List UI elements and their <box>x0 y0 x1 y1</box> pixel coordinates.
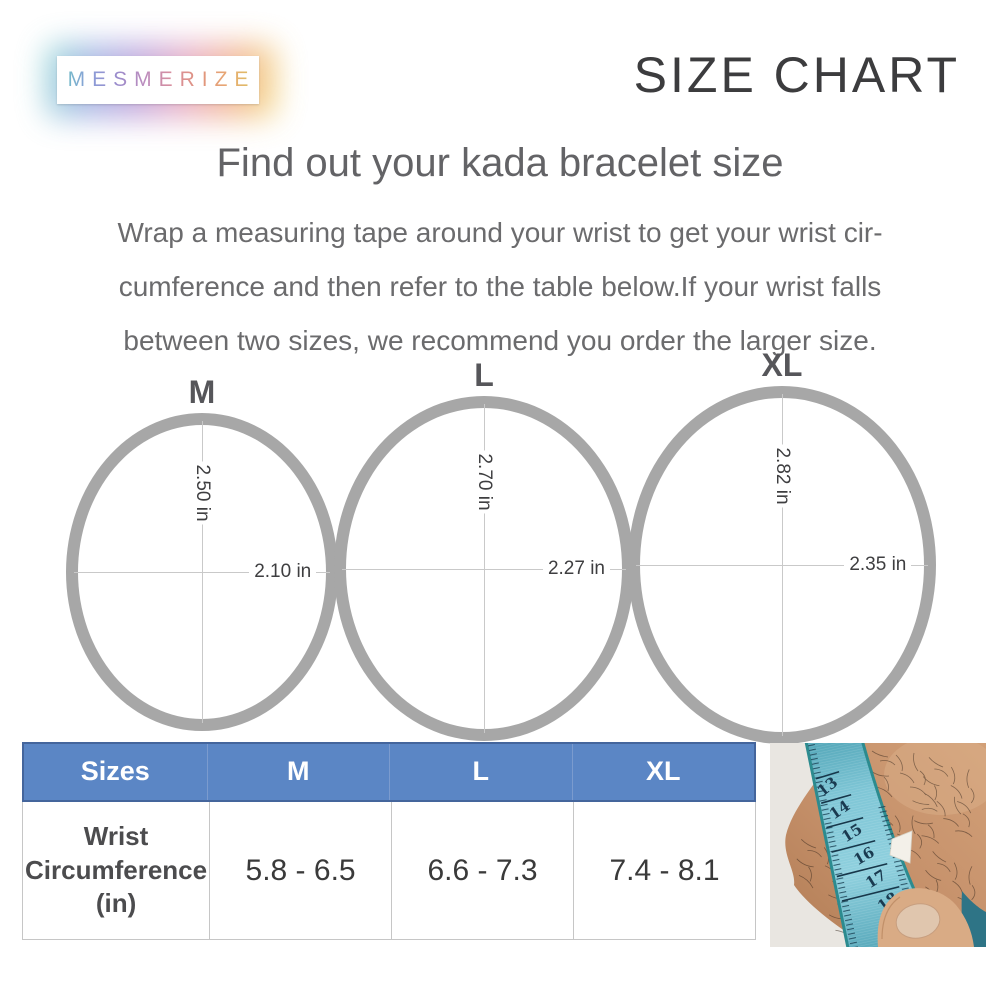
crosshair-horizontal <box>342 568 626 570</box>
value-cell-l: 6.6 - 7.3 <box>391 802 573 939</box>
value-cell-m: 5.8 - 6.5 <box>209 802 391 939</box>
ring-diagram-xl: XL 2.82 in 2.35 in <box>628 347 936 744</box>
wrist-photo-svg: 13 14 15 16 17 18 <box>770 721 1000 957</box>
tape-edge-left <box>803 736 852 957</box>
tape-tag <box>889 830 913 864</box>
intro-paragraph: Wrap a measuring tape around your wrist … <box>0 206 1000 368</box>
ring-size-label: L <box>474 357 494 393</box>
header-cell-xl: XL <box>571 744 755 800</box>
row-label: Wrist Circumference (in) <box>25 820 208 919</box>
horizontal-measure-label: 2.10 in <box>249 561 317 583</box>
row-label-cell: Wrist Circumference (in) <box>23 802 209 939</box>
crosshair-horizontal <box>74 572 330 573</box>
brand-logo: MESMERIZE <box>36 34 282 126</box>
wrist-photo: 13 14 15 16 17 18 <box>770 721 1000 957</box>
ring-diagram-m: M 2.50 in 2.10 in <box>66 374 338 731</box>
page-title: SIZE CHART <box>633 47 960 103</box>
hand-highlight <box>884 735 1000 815</box>
horizontal-measure-label: 2.27 in <box>542 557 610 580</box>
vertical-measure-label: 2.70 in <box>472 450 496 514</box>
intro-line: cumference and then refer to the table b… <box>118 271 882 302</box>
ring-size-label: M <box>188 374 216 410</box>
brand-name: MESMERIZE <box>61 68 256 92</box>
intro-line: Wrap a measuring tape around your wrist … <box>117 217 883 248</box>
tape-tick-marks-left <box>806 739 859 953</box>
crosshair-horizontal <box>636 565 928 566</box>
vertical-measure-label: 2.50 in <box>190 460 214 525</box>
ring-diagram-l: L 2.70 in 2.27 in <box>334 357 634 741</box>
intro-heading: Find out your kada bracelet size <box>216 141 784 185</box>
header-cell-m: M <box>206 744 390 800</box>
thumb-crease <box>881 896 901 940</box>
table-body-row: Wrist Circumference (in) 5.8 - 6.5 6.6 -… <box>22 802 756 940</box>
thumb-nail <box>895 903 941 939</box>
header-cell-l: L <box>389 744 572 800</box>
tape-cm-lines <box>815 771 900 902</box>
table-header-row: Sizes M L XL <box>22 742 756 802</box>
value-cell-xl: 7.4 - 8.1 <box>573 802 755 939</box>
horizontal-measure-label: 2.35 in <box>844 554 912 576</box>
header-cell-sizes: Sizes <box>80 756 150 786</box>
intro-line: between two sizes, we recommend you orde… <box>123 325 877 356</box>
vertical-measure-label: 2.82 in <box>770 443 794 508</box>
size-table: Sizes M L XL Wrist Circumference (in) 5.… <box>22 742 756 940</box>
ring-size-label: XL <box>761 347 803 383</box>
logo-box: MESMERIZE <box>57 56 259 104</box>
